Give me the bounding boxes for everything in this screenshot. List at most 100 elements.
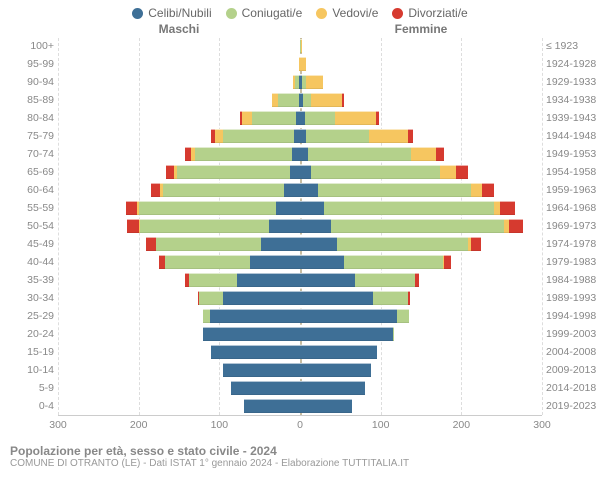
- bar-segment: [335, 111, 375, 125]
- bar-male: [203, 309, 300, 323]
- bar-segment: [337, 237, 468, 251]
- birth-label: 1929-1933: [546, 76, 600, 88]
- bar-segment: [300, 273, 355, 287]
- age-label: 60-64: [18, 184, 54, 196]
- bar-segment: [342, 93, 344, 107]
- bar-segment: [292, 147, 300, 161]
- age-row: 35-391984-1988: [58, 272, 542, 290]
- legend-swatch: [316, 8, 327, 19]
- bar-segment: [306, 75, 322, 89]
- age-label: 85-89: [18, 94, 54, 106]
- birth-label: 1994-1998: [546, 310, 600, 322]
- bar-segment: [242, 111, 252, 125]
- bar-male: [185, 147, 300, 161]
- age-row: 65-691954-1958: [58, 164, 542, 182]
- bar-segment: [408, 129, 413, 143]
- bar-male: [151, 183, 300, 197]
- bar-segment: [139, 201, 276, 215]
- legend-swatch: [392, 8, 403, 19]
- bar-segment: [397, 309, 409, 323]
- bar-male: [126, 201, 300, 215]
- bar-segment: [408, 291, 410, 305]
- age-row: 0-42019-2023: [58, 398, 542, 416]
- legend-item: Coniugati/e: [226, 6, 303, 20]
- age-label: 35-39: [18, 274, 54, 286]
- bar-female: [300, 399, 352, 413]
- bar-segment: [300, 183, 318, 197]
- age-row: 45-491974-1978: [58, 236, 542, 254]
- bar-segment: [126, 201, 137, 215]
- legend-item: Divorziati/e: [392, 6, 467, 20]
- bar-segment: [482, 183, 493, 197]
- bar-female: [300, 255, 451, 269]
- legend: Celibi/NubiliConiugati/eVedovi/eDivorzia…: [0, 0, 600, 22]
- bar-segment: [269, 219, 300, 233]
- bar-segment: [355, 273, 416, 287]
- bar-segment: [244, 399, 300, 413]
- x-tick: 300: [49, 419, 67, 431]
- bar-segment: [415, 273, 418, 287]
- bar-segment: [210, 309, 300, 323]
- age-label: 45-49: [18, 238, 54, 250]
- bar-female: [300, 57, 306, 71]
- legend-item: Celibi/Nubili: [132, 6, 211, 20]
- birth-label: 1989-1993: [546, 292, 600, 304]
- bar-female: [300, 381, 365, 395]
- age-row: 20-241999-2003: [58, 326, 542, 344]
- bar-segment: [189, 273, 237, 287]
- birth-label: 2004-2008: [546, 346, 600, 358]
- bar-segment: [500, 201, 515, 215]
- age-label: 55-59: [18, 202, 54, 214]
- age-row: 60-641959-1963: [58, 182, 542, 200]
- bar-segment: [250, 255, 300, 269]
- bar-male: [127, 219, 300, 233]
- bar-segment: [195, 147, 292, 161]
- bar-segment: [411, 147, 435, 161]
- bar-segment: [344, 255, 442, 269]
- age-row: 10-142009-2013: [58, 362, 542, 380]
- bar-female: [300, 39, 302, 53]
- bar-female: [300, 345, 377, 359]
- bar-segment: [223, 363, 300, 377]
- bar-segment: [140, 219, 269, 233]
- birth-label: 1964-1968: [546, 202, 600, 214]
- x-tick: 100: [211, 419, 229, 431]
- age-row: 85-891934-1938: [58, 92, 542, 110]
- bar-segment: [223, 291, 300, 305]
- bar-segment: [456, 165, 467, 179]
- bar-male: [223, 363, 300, 377]
- bar-male: [272, 93, 300, 107]
- age-row: 40-441979-1983: [58, 254, 542, 272]
- female-header: Femmine: [300, 22, 542, 36]
- bar-segment: [311, 165, 440, 179]
- bar-female: [300, 147, 444, 161]
- bar-segment: [151, 183, 161, 197]
- bar-segment: [156, 237, 261, 251]
- bar-segment: [211, 345, 300, 359]
- age-label: 10-14: [18, 364, 54, 376]
- bar-female: [300, 201, 515, 215]
- bar-segment: [300, 147, 308, 161]
- x-tick: 200: [130, 419, 148, 431]
- age-row: 70-741949-1953: [58, 146, 542, 164]
- male-header: Maschi: [58, 22, 300, 36]
- birth-label: 1959-1963: [546, 184, 600, 196]
- bar-female: [300, 165, 468, 179]
- x-tick: 100: [372, 419, 390, 431]
- bar-female: [300, 327, 394, 341]
- birth-label: 2009-2013: [546, 364, 600, 376]
- age-row: 100+≤ 1923: [58, 38, 542, 56]
- bar-male: [231, 381, 300, 395]
- bar-segment: [127, 219, 139, 233]
- x-tick: 300: [533, 419, 551, 431]
- bar-segment: [284, 183, 300, 197]
- bar-female: [300, 75, 323, 89]
- bar-segment: [303, 93, 311, 107]
- bar-female: [300, 111, 379, 125]
- bar-segment: [373, 291, 408, 305]
- bar-male: [293, 75, 300, 89]
- bar-segment: [436, 147, 444, 161]
- legend-label: Divorziati/e: [408, 6, 467, 20]
- bar-segment: [311, 93, 342, 107]
- bar-segment: [440, 165, 456, 179]
